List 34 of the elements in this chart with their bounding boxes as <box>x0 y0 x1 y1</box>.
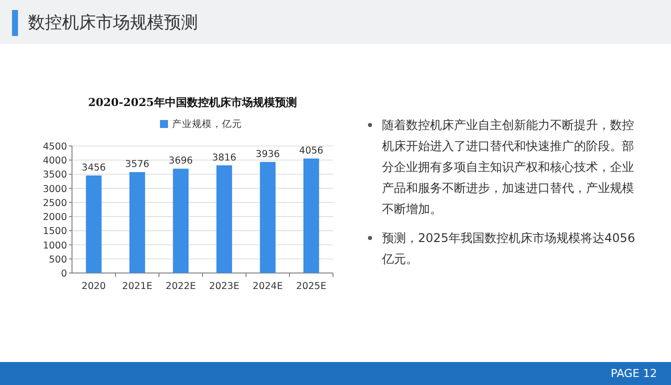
bar <box>172 168 189 273</box>
y-tick-label: 2500 <box>42 198 67 209</box>
data-label: 3696 <box>168 156 193 167</box>
y-tick-label: 3000 <box>42 184 67 195</box>
y-tick-label: 4500 <box>42 142 67 152</box>
bar <box>129 172 146 273</box>
y-tick-label: 2000 <box>42 212 67 224</box>
x-tick-label: 2021E <box>122 281 152 292</box>
bar <box>216 165 232 273</box>
data-label: 3936 <box>256 148 280 160</box>
y-tick-label: 1000 <box>42 240 67 252</box>
chart-title: 2020-2025年中国数控机床市场规模预测 <box>88 96 297 109</box>
text: 预测，2025年我国数控机床市场规模将达4056亿元。 <box>381 230 636 268</box>
x-tick-label: 2022E <box>166 281 196 292</box>
y-tick-label: 0 <box>60 268 67 280</box>
bar <box>303 158 320 273</box>
y-tick-label: 4000 <box>42 156 67 167</box>
text: 随着数控机床产业自主创新能力不断提升，数控机床开始进入了进口替代和快速推广的阶段。部分企业拥有多项自主知识产权和核心技术，企业产品和服务不断进步，加速进口替代，产业规模不断增加。 <box>381 117 635 218</box>
bar <box>260 162 276 273</box>
y-tick-label: 1500 <box>42 226 67 238</box>
data-label: 4056 <box>299 146 324 157</box>
x-tick-label: 2023E <box>209 281 240 292</box>
x-tick-label: 2020 <box>82 281 106 292</box>
y-tick-label: 3500 <box>42 170 67 181</box>
bar <box>86 175 102 273</box>
y-tick-label: 500 <box>48 254 67 266</box>
x-tick-label: 2025E <box>296 281 326 292</box>
text: PAGE 12 <box>610 366 657 381</box>
data-label: 3456 <box>82 162 106 174</box>
legend-label: 产业规模，亿元 <box>172 118 242 130</box>
text: 数控机床市场规模预测 <box>28 12 198 35</box>
data-label: 3576 <box>125 159 150 170</box>
data-label: 3816 <box>212 152 236 164</box>
x-tick-label: 2024E <box>252 281 283 292</box>
